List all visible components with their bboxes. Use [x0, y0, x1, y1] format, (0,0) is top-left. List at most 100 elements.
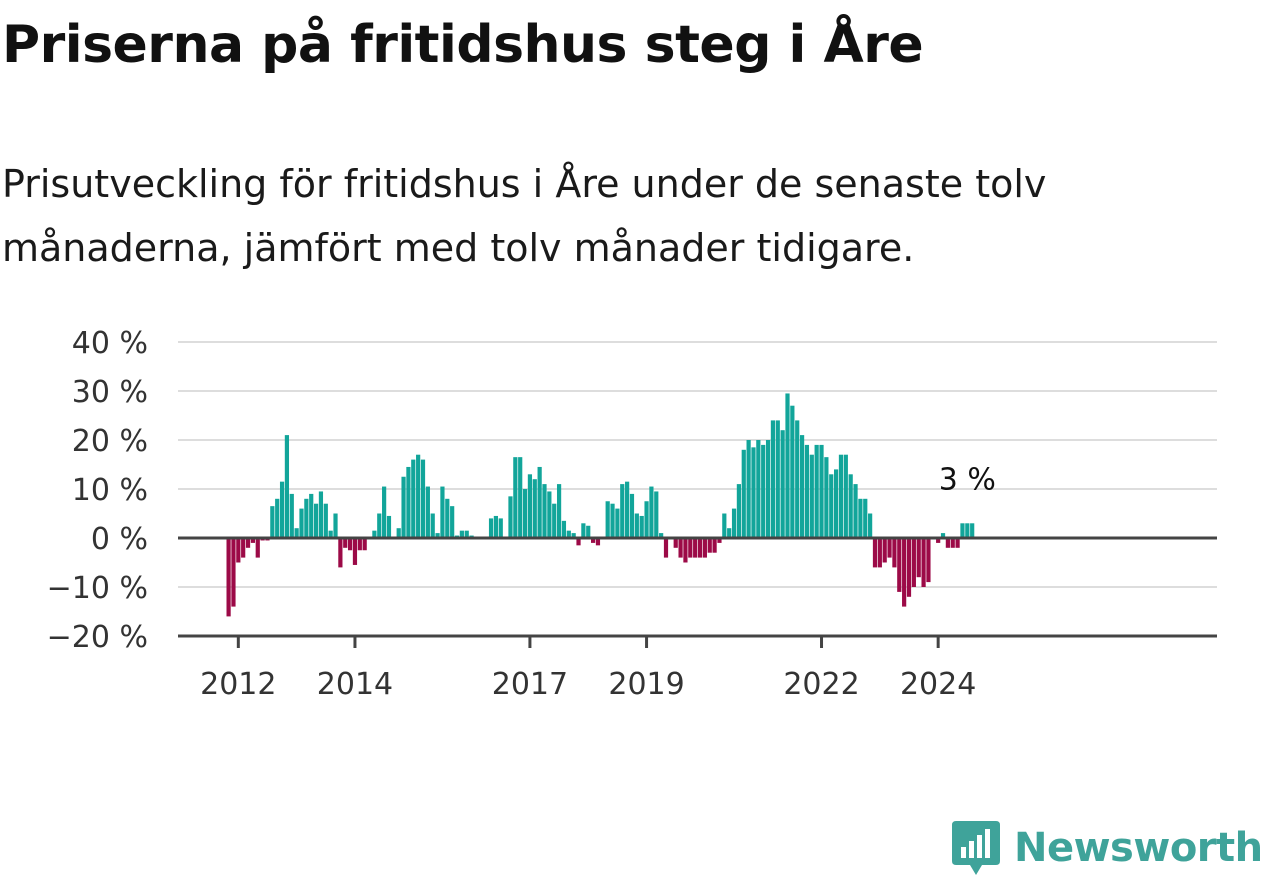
bar	[561, 520, 567, 538]
bar	[722, 513, 727, 538]
bar	[459, 530, 464, 538]
bar	[911, 538, 916, 587]
bar	[352, 538, 358, 565]
zero-line	[178, 536, 1217, 638]
bar	[581, 523, 586, 538]
bar	[313, 503, 319, 538]
bar	[508, 496, 513, 538]
bar	[401, 476, 406, 538]
bar	[697, 538, 703, 558]
bar	[328, 530, 333, 538]
bar	[464, 530, 469, 538]
bar	[629, 493, 635, 538]
bar	[245, 538, 251, 548]
bar	[765, 440, 771, 538]
bar	[746, 440, 751, 538]
bar	[591, 538, 596, 543]
y-tick-label: −20 %	[47, 620, 148, 655]
bar	[343, 538, 348, 548]
bar	[897, 538, 902, 592]
bar	[756, 440, 761, 538]
bar	[863, 498, 868, 538]
bar	[386, 515, 392, 538]
bar	[639, 515, 644, 538]
bar	[309, 493, 314, 538]
bar	[707, 538, 712, 553]
bar	[576, 538, 581, 546]
bar	[785, 393, 790, 538]
bar	[663, 538, 669, 558]
bar	[824, 457, 829, 538]
bar	[522, 489, 528, 538]
bar	[848, 474, 853, 538]
bar	[644, 501, 649, 538]
bar	[858, 498, 863, 538]
bar	[348, 538, 353, 551]
bar	[571, 533, 576, 538]
bar	[435, 533, 440, 538]
bar	[226, 538, 231, 617]
x-tick-label: 2012	[200, 667, 276, 700]
gridlines	[178, 341, 1217, 588]
newsworthy-logo-icon	[952, 821, 1000, 875]
bar	[513, 457, 518, 538]
bar	[780, 430, 785, 538]
bar	[294, 528, 299, 538]
bar	[440, 486, 445, 538]
bar	[727, 528, 732, 538]
bar	[838, 454, 844, 538]
bar	[770, 420, 776, 538]
bar	[556, 484, 562, 538]
x-tick-label: 2019	[608, 667, 684, 700]
bar	[625, 481, 630, 538]
bar	[882, 538, 887, 563]
bar	[299, 508, 304, 538]
bar-chart: 40 %30 %20 %10 %0 %−10 %−20 % 2012 2014 20…	[47, 326, 1217, 700]
bar	[683, 538, 688, 563]
bar	[659, 533, 664, 538]
bar	[751, 447, 756, 538]
bar	[693, 538, 698, 558]
bar	[586, 525, 591, 538]
bar	[654, 491, 659, 538]
bar	[493, 515, 498, 538]
bar	[712, 538, 717, 553]
bar	[688, 538, 693, 558]
newsworthy-logo: Newsworthy	[950, 816, 1262, 880]
bar	[936, 538, 941, 543]
y-tick-label: −10 %	[47, 571, 148, 606]
brand-name: Newsworthy	[1014, 825, 1262, 871]
bar	[809, 454, 814, 538]
bar	[430, 513, 435, 538]
bar	[960, 523, 965, 538]
bar	[284, 435, 290, 538]
bar	[872, 538, 878, 568]
bar	[498, 518, 503, 538]
bar	[425, 486, 430, 538]
bar	[702, 538, 707, 558]
bar	[775, 420, 780, 538]
bar	[362, 538, 367, 551]
bar	[799, 435, 805, 538]
bar	[537, 466, 542, 538]
bar	[892, 538, 897, 568]
chart-subtitle: Prisutveckling för fritidshus i Åre unde…	[2, 162, 1047, 270]
bar	[420, 459, 426, 538]
bar	[906, 538, 912, 597]
y-axis-labels: 40 % 30 % 20 % 10 % 0 % −10 % −20 %	[47, 326, 148, 655]
bar	[595, 538, 601, 546]
bar	[804, 444, 810, 538]
bar	[527, 474, 533, 538]
bar	[868, 513, 873, 538]
bar	[318, 491, 324, 538]
bar	[552, 503, 557, 538]
bar	[372, 530, 377, 538]
bar	[566, 530, 571, 538]
bar	[610, 503, 615, 538]
bar	[673, 538, 678, 548]
y-tick-label: 0 %	[91, 522, 148, 557]
bars	[226, 393, 975, 617]
x-tick-label: 2022	[783, 667, 859, 700]
bar	[761, 444, 766, 538]
bar	[916, 538, 921, 578]
